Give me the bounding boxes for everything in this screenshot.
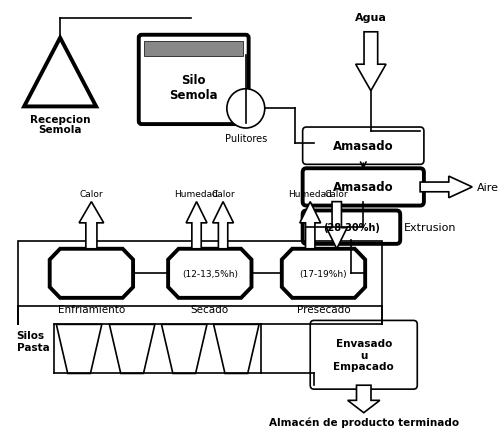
Text: Enfriamiento: Enfriamiento — [58, 304, 125, 314]
Text: Humedad: Humedad — [174, 189, 218, 198]
Text: Presecado: Presecado — [296, 304, 350, 314]
Text: Envasado
u
Empacado: Envasado u Empacado — [334, 338, 394, 372]
FancyBboxPatch shape — [302, 211, 400, 244]
Text: Humedad: Humedad — [288, 189, 332, 198]
Text: (12-13,5%h): (12-13,5%h) — [182, 269, 238, 278]
Text: Calor: Calor — [325, 189, 348, 198]
Text: Silos
Pasta: Silos Pasta — [16, 331, 50, 352]
Text: Calor: Calor — [212, 189, 235, 198]
Polygon shape — [212, 202, 234, 249]
FancyBboxPatch shape — [310, 321, 418, 389]
Polygon shape — [168, 249, 252, 298]
Text: Secado: Secado — [190, 304, 229, 314]
Polygon shape — [110, 325, 155, 374]
Polygon shape — [214, 325, 259, 374]
Text: (28-30%h): (28-30%h) — [323, 223, 380, 233]
FancyBboxPatch shape — [302, 169, 424, 206]
Text: Calor: Calor — [80, 189, 103, 198]
Text: Recepcion: Recepcion — [30, 115, 90, 125]
Polygon shape — [356, 33, 386, 92]
Polygon shape — [79, 202, 104, 249]
Text: Pulitores: Pulitores — [224, 134, 267, 144]
Text: Extrusion: Extrusion — [404, 223, 456, 233]
Polygon shape — [282, 249, 365, 298]
Polygon shape — [50, 249, 133, 298]
Text: Amasado: Amasado — [333, 140, 394, 153]
FancyBboxPatch shape — [302, 128, 424, 165]
Polygon shape — [56, 325, 102, 374]
Polygon shape — [348, 385, 380, 413]
Text: Almacén de producto terminado: Almacén de producto terminado — [268, 417, 459, 427]
Polygon shape — [420, 177, 472, 198]
Text: (17-19%h): (17-19%h) — [300, 269, 348, 278]
Text: Agua: Agua — [355, 13, 387, 23]
FancyBboxPatch shape — [139, 36, 248, 125]
Text: Silo
Semola: Silo Semola — [170, 74, 218, 102]
Text: Semola: Semola — [38, 125, 82, 135]
Polygon shape — [24, 39, 96, 107]
Circle shape — [227, 89, 265, 129]
Polygon shape — [162, 325, 207, 374]
Polygon shape — [186, 202, 207, 249]
Text: Amasado: Amasado — [333, 181, 394, 194]
Polygon shape — [300, 202, 320, 249]
Polygon shape — [326, 202, 347, 249]
Text: Aire: Aire — [477, 182, 499, 193]
FancyBboxPatch shape — [144, 42, 243, 57]
